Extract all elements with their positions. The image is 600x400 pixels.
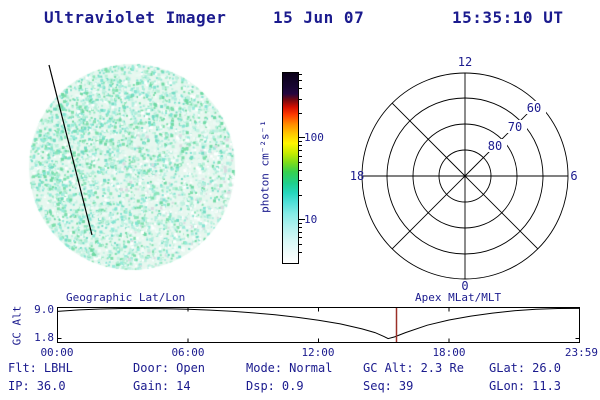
header-date: 15 Jun 07	[273, 8, 365, 27]
header-time: 15:35:10 UT	[452, 8, 564, 27]
mlt-label-12: 12	[458, 55, 472, 69]
colorbar-minor-tick	[299, 156, 302, 157]
timeline-title-left: Geographic Lat/Lon	[66, 291, 186, 304]
colorbar-major-tick-100	[299, 137, 305, 138]
colorbar-unit-label: photon cm⁻²s⁻¹	[258, 120, 272, 213]
mlt-label-18: 18	[350, 169, 364, 183]
colorbar-minor-tick	[299, 195, 302, 196]
status-mode: Mode: Normal	[246, 361, 333, 375]
uvi-disk-image	[27, 62, 237, 272]
mlt-label-6: 6	[570, 169, 577, 183]
colorbar-minor-tick	[299, 180, 302, 181]
xtick-1800: 18:00	[432, 346, 466, 359]
mlat-label-bg-60	[523, 101, 546, 114]
polar-dial-plot: 12 18 6 0 60 70 80	[350, 55, 578, 292]
status-door: Door: Open	[133, 361, 206, 375]
colorbar-minor-tick	[299, 252, 302, 253]
mlat-label-bg-70	[504, 120, 527, 133]
mlat-label-60: 60	[527, 101, 541, 115]
status-gc-alt: GC Alt: 2.3 Re	[363, 361, 464, 375]
colorbar-minor-tick	[299, 150, 302, 151]
timeline-title-right: Apex MLat/MLT	[415, 291, 502, 304]
limb-scan-line-overlay	[48, 64, 93, 236]
status-gain: Gain: 14	[133, 379, 191, 393]
gc-alt-axis-label: GC Alt	[10, 305, 24, 346]
ytick-1-8: 1.8	[34, 331, 54, 344]
colorbar-minor-tick	[299, 88, 302, 89]
colorbar: 100 10	[282, 72, 324, 264]
status-glat: GLat: 26.0	[489, 361, 562, 375]
ytick-9: 9.0	[34, 303, 54, 316]
colorbar-tick-label-100: 100	[304, 131, 324, 144]
gc-alt-curve	[57, 307, 580, 340]
gc-alt-plot	[57, 307, 580, 343]
colorbar-minor-tick	[299, 80, 302, 81]
colorbar-minor-tick	[299, 145, 302, 146]
polar-spoke-se	[464, 175, 539, 250]
xtick-2359: 23:59	[564, 346, 598, 359]
colorbar-minor-tick	[299, 113, 302, 114]
colorbar-minor-tick	[299, 227, 302, 228]
mlat-label-70: 70	[508, 120, 522, 134]
colorbar-minor-tick	[299, 162, 302, 163]
colorbar-minor-tick	[299, 170, 302, 171]
status-glon: GLon: 11.3	[489, 379, 562, 393]
colorbar-minor-tick	[299, 141, 302, 142]
colorbar-minor-tick	[299, 223, 302, 224]
xtick-0600: 06:00	[171, 346, 205, 359]
polar-spoke-nw	[391, 102, 466, 177]
status-ip: IP: 36.0	[8, 379, 66, 393]
mlat-label-bg-80	[484, 139, 507, 152]
status-seq: Seq: 39	[363, 379, 414, 393]
uvi-disk-canvas	[27, 62, 237, 272]
app-title: Ultraviolet Imager	[44, 8, 227, 27]
colorbar-tick-label-10: 10	[304, 213, 318, 226]
colorbar-gradient	[282, 72, 299, 264]
colorbar-major-tick-10	[299, 219, 305, 220]
colorbar-minor-tick	[299, 232, 302, 233]
gc-alt-plot-frame	[57, 307, 580, 343]
colorbar-minor-tick	[299, 244, 302, 245]
gc-alt-axis-ticks	[57, 307, 580, 343]
polar-grid	[361, 72, 569, 280]
xtick-1200: 12:00	[301, 346, 335, 359]
xtick-0000: 00:00	[40, 346, 74, 359]
mlt-label-0: 0	[461, 279, 468, 292]
limb-scan-line	[48, 64, 93, 236]
status-dsp: Dsp: 0.9	[246, 379, 304, 393]
colorbar-minor-tick	[299, 237, 302, 238]
status-flt: Flt: LBHL	[8, 361, 73, 375]
colorbar-minor-tick	[299, 74, 302, 75]
mlat-label-80: 80	[488, 139, 502, 153]
polar-spoke-sw	[391, 175, 466, 250]
colorbar-minor-tick	[299, 99, 302, 100]
